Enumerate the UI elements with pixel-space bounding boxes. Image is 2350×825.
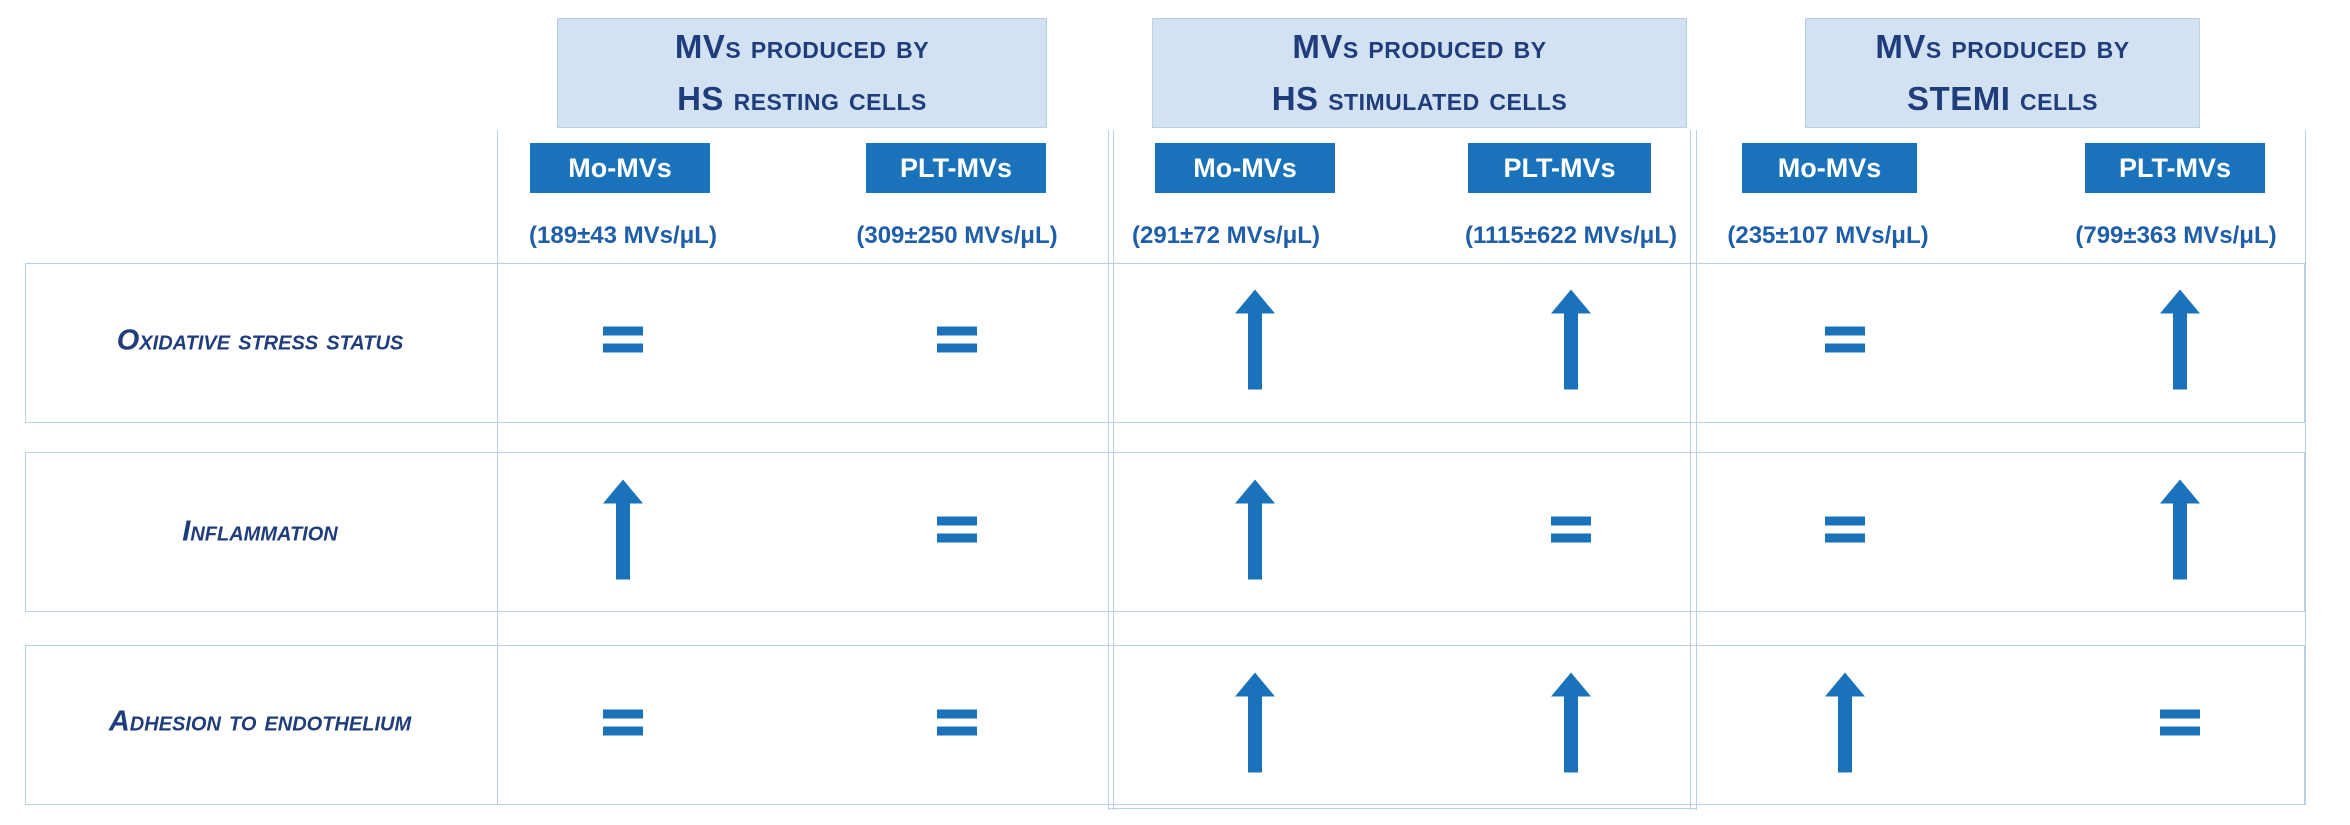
column-tag-plt-mvs-stemi: PLT-MVs [2085,143,2265,193]
group-header-stemi: MVs produced by STEMI cells [1805,18,2200,128]
separator-line [497,130,498,805]
row-box-inflammation [25,452,2305,612]
group-header-line1: MVs produced by [674,28,930,65]
row-label-adhesion: Adhesion to endothelium [108,705,412,738]
up-arrow-icon [1235,289,1275,395]
equal-sign-icon [603,325,643,360]
column-tag-plt-mvs-stimulated: PLT-MVs [1468,143,1651,193]
equal-sign-icon [1825,325,1865,360]
separator-line [1113,130,1114,810]
column-tag-mo-mvs-resting: Mo-MVs [530,143,710,193]
up-arrow-icon [1825,672,1865,778]
group-header-line1: MVs produced by [1292,28,1547,65]
separator-line [2305,130,2306,805]
group-header-line2: STEMI cells [1907,80,2098,117]
concentration-col1: (189±43 MVs/μL) [529,222,717,249]
equal-sign-icon [1825,515,1865,550]
up-arrow-icon [1235,479,1275,585]
up-arrow-icon [2160,479,2200,585]
up-arrow-icon [1551,672,1591,778]
row-label-inflammation: Inflammation [182,515,338,548]
equal-sign-icon [937,515,977,550]
concentration-col2: (309±250 MVs/μL) [856,222,1058,249]
group-header-line2: HS resting cells [677,80,927,117]
row-box-adhesion [25,645,2305,805]
concentration-col3: (291±72 MVs/μL) [1132,222,1320,249]
equal-sign-icon [937,325,977,360]
separator-line [1108,130,1109,810]
concentration-col6: (799±363 MVs/μL) [2075,222,2277,249]
group-header-hs-resting: MVs produced by HS resting cells [557,18,1047,128]
equal-sign-icon [937,708,977,743]
concentration-col5: (235±107 MVs/μL) [1727,222,1929,249]
up-arrow-icon [1235,672,1275,778]
group-header-line2: HS stimulated cells [1271,80,1568,117]
up-arrow-icon [2160,289,2200,395]
row-label-oxidative-stress: Oxidative stress status [116,324,404,357]
separator-line [1696,130,1697,810]
equal-sign-icon [1551,515,1591,550]
row-box-oxidative-stress [25,263,2305,423]
up-arrow-icon [1551,289,1591,395]
equal-sign-icon [2160,708,2200,743]
column-tag-mo-mvs-stimulated: Mo-MVs [1155,143,1335,193]
group-header-hs-stimulated: MVs produced by HS stimulated cells [1152,18,1687,128]
concentration-col4: (1115±622 MVs/μL) [1465,222,1677,249]
separator-line [1108,808,1696,809]
equal-sign-icon [603,708,643,743]
column-tag-mo-mvs-stemi: Mo-MVs [1742,143,1917,193]
up-arrow-icon [603,479,643,585]
group-header-line1: MVs produced by [1875,28,2130,65]
separator-line [1690,130,1691,810]
column-tag-plt-mvs-resting: PLT-MVs [866,143,1046,193]
